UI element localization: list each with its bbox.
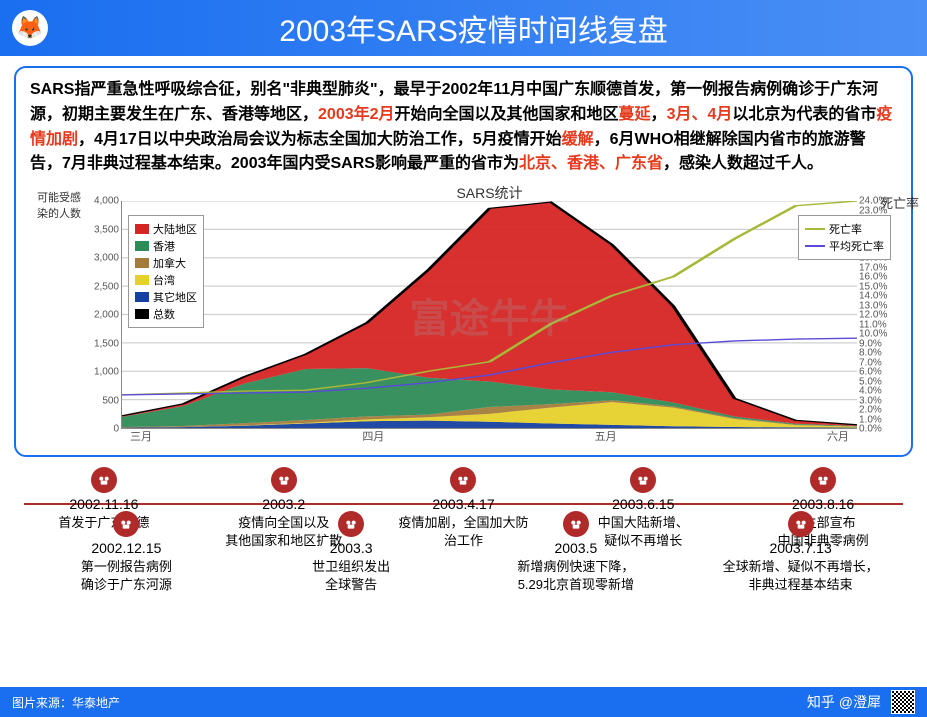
timeline-date: 2003.7.13 xyxy=(769,539,831,558)
timeline-date: 2002.12.15 xyxy=(91,539,161,558)
chart-ylabel: 可能受感染的人数 xyxy=(30,183,85,445)
gasmask-icon xyxy=(271,467,297,493)
legend-left: 大陆地区香港加拿大台湾其它地区总数 xyxy=(128,215,204,328)
timeline-event: 2003.3世卫组织发出全球警告 xyxy=(239,503,464,593)
gasmask-icon xyxy=(563,511,589,537)
timeline-event: 2002.12.15第一例报告病例确诊于广东河源 xyxy=(14,503,239,593)
content-card: SARS指严重急性呼吸综合征，别名"非典型肺炎"，最早于2002年11月中国广东… xyxy=(14,66,913,457)
attribution-text: 知乎 @澄犀 xyxy=(807,692,881,712)
x-axis-labels: 三月四月五月六月 xyxy=(122,428,857,444)
timeline: 2002.11.16首发于广东顺德2003.2疫情向全国以及其他国家和地区扩散2… xyxy=(14,467,913,635)
timeline-date: 2003.5 xyxy=(554,539,597,558)
timeline-date: 2003.3 xyxy=(330,539,373,558)
timeline-bottom-row: 2002.12.15第一例报告病例确诊于广东河源2003.3世卫组织发出全球警告… xyxy=(14,503,913,593)
gasmask-icon xyxy=(788,511,814,537)
timeline-desc: 新增病例快速下降，5.29北京首现零新增 xyxy=(515,558,636,593)
page-title: 2003年SARS疫情时间线复盘 xyxy=(68,6,879,50)
plot-area: SARS统计 死亡率 富途牛牛 三月四月五月六月 xyxy=(121,201,857,429)
gasmask-icon xyxy=(91,467,117,493)
chart-title: SARS统计 xyxy=(122,183,857,203)
timeline-desc: 第一例报告病例确诊于广东河源 xyxy=(79,558,174,593)
gasmask-icon xyxy=(810,467,836,493)
gasmask-icon xyxy=(630,467,656,493)
gasmask-icon xyxy=(113,511,139,537)
timeline-event: 2003.7.13全球新增、疑似不再增长，非典过程基本结束 xyxy=(688,503,913,593)
gasmask-icon xyxy=(450,467,476,493)
timeline-desc: 全球新增、疑似不再增长，非典过程基本结束 xyxy=(721,558,881,593)
legend-right: 死亡率平均死亡率 xyxy=(798,215,891,260)
header-bar: 🦊 2003年SARS疫情时间线复盘 xyxy=(0,0,927,56)
sars-chart: 可能受感染的人数 05001,0001,5002,0002,5003,0003,… xyxy=(30,183,897,445)
y-axis-left: 05001,0001,5002,0002,5003,0003,5004,000 xyxy=(85,183,121,445)
footer-bar: 图片来源：华泰地产 知乎 @澄犀 xyxy=(0,687,927,717)
gasmask-icon xyxy=(338,511,364,537)
source-text: 图片来源：华泰地产 xyxy=(12,694,120,711)
summary-text: SARS指严重急性呼吸综合征，别名"非典型肺炎"，最早于2002年11月中国广东… xyxy=(30,78,897,177)
logo-icon: 🦊 xyxy=(12,10,48,46)
timeline-event: 2003.5新增病例快速下降，5.29北京首现零新增 xyxy=(464,503,689,593)
qr-code-icon xyxy=(891,690,915,714)
chart-svg xyxy=(122,201,857,428)
timeline-desc: 世卫组织发出全球警告 xyxy=(310,558,392,593)
